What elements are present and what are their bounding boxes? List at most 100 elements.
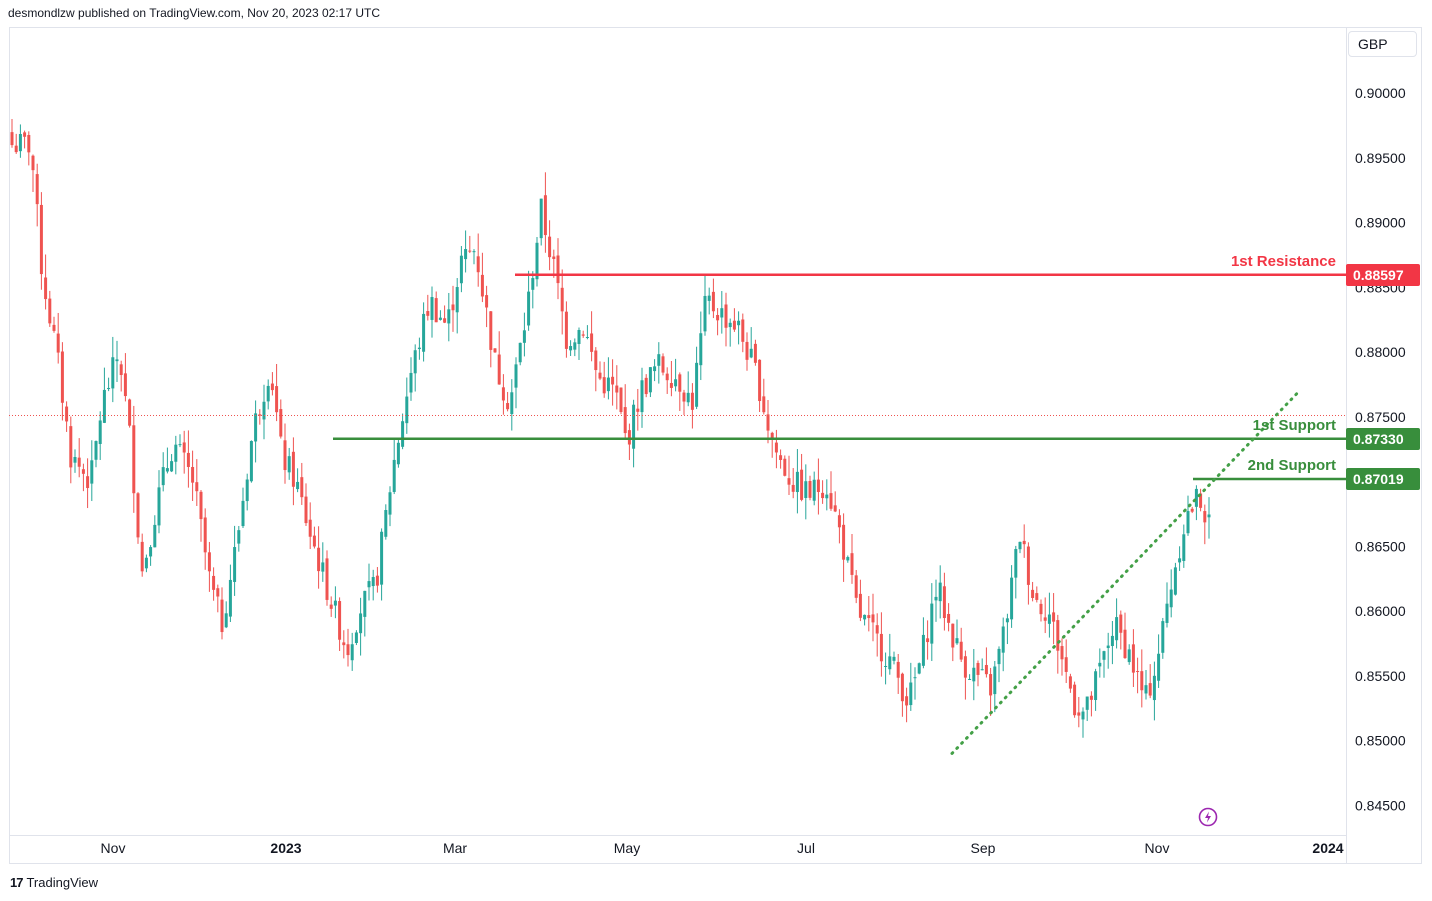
candle-body <box>1018 541 1022 550</box>
candle-body <box>1094 671 1098 701</box>
candle-body <box>283 440 287 471</box>
candle-body <box>489 311 493 350</box>
candle-body <box>896 661 900 678</box>
candle-body <box>237 530 241 544</box>
candle-body <box>594 350 598 371</box>
support1-price-label: 0.87330 <box>1346 427 1420 450</box>
candle-body <box>98 420 102 444</box>
candle-body <box>195 482 199 492</box>
candle-body <box>602 377 606 394</box>
tradingview-logo-icon: 17 <box>10 875 24 890</box>
candle-body <box>850 553 854 575</box>
candle-body <box>207 552 211 572</box>
candle-body <box>371 577 375 587</box>
trendline[interactable] <box>950 391 1299 755</box>
candle-body <box>107 387 111 390</box>
candle-body <box>808 480 812 498</box>
candle-body <box>77 457 81 467</box>
candle-body <box>35 174 39 205</box>
candle-body <box>791 484 795 492</box>
candle-body <box>564 311 568 349</box>
candle-body <box>1005 618 1009 623</box>
currency-button[interactable]: GBP <box>1348 31 1417 57</box>
candle-body <box>476 256 480 273</box>
candle-body <box>661 356 665 373</box>
candle-body <box>653 366 657 372</box>
candle-body <box>287 456 291 473</box>
candle-body <box>921 634 925 666</box>
candle-body <box>615 385 619 393</box>
time-tick: Sep <box>971 840 996 856</box>
candle-body <box>401 421 405 447</box>
candle-body <box>153 524 157 548</box>
candle-body <box>86 476 90 489</box>
candle-body <box>984 664 988 675</box>
candle-body <box>405 396 409 424</box>
candle-body <box>241 500 245 527</box>
candles-layer <box>10 119 1211 738</box>
flash-icon[interactable] <box>1198 807 1218 827</box>
candle-body <box>976 662 980 675</box>
candle-body <box>426 311 430 316</box>
candle-body <box>980 669 984 671</box>
candle-body <box>447 309 451 324</box>
candle-body <box>174 444 178 462</box>
candle-body <box>888 656 892 670</box>
candle-body <box>1064 657 1068 672</box>
candle-body <box>312 535 316 547</box>
candle-body <box>1173 567 1177 595</box>
candle-body <box>938 582 942 602</box>
support1-annotation: 1st Support <box>1252 416 1336 434</box>
candle-body <box>518 342 522 363</box>
candle-body <box>485 295 489 308</box>
candle-body <box>1047 614 1051 624</box>
footer-brand: TradingView <box>26 875 99 890</box>
candle-body <box>165 468 169 472</box>
candle-body <box>296 481 300 490</box>
candle-body <box>212 575 216 590</box>
candle-body <box>342 642 346 646</box>
candle-body <box>14 145 18 153</box>
candle-body <box>732 320 736 330</box>
candle-body <box>1068 676 1072 689</box>
candle-body <box>18 134 22 152</box>
candle-body <box>90 460 94 484</box>
candle-body <box>682 392 686 402</box>
candle-body <box>926 638 930 643</box>
footer[interactable]: 17 TradingView <box>10 875 98 890</box>
candle-body <box>73 456 77 463</box>
candle-body <box>695 362 699 407</box>
candle-body <box>787 478 791 485</box>
candle-body <box>39 204 43 275</box>
candle-body <box>1127 649 1131 663</box>
candle-body <box>1182 534 1186 561</box>
candle-body <box>472 251 476 253</box>
candle-body <box>804 481 808 499</box>
candle-body <box>879 633 883 662</box>
candle-body <box>724 304 728 328</box>
candle-body <box>707 295 711 301</box>
candle-body <box>157 487 161 526</box>
candle-body <box>300 477 304 498</box>
candle-body <box>753 343 757 363</box>
candle-body <box>497 354 501 385</box>
candle-body <box>842 524 846 560</box>
candle-body <box>451 304 455 311</box>
candle-body <box>930 603 934 644</box>
candle-body <box>1140 671 1144 691</box>
candle-body <box>854 575 858 598</box>
candle-body <box>388 492 392 515</box>
candle-body <box>1026 546 1030 585</box>
candle-body <box>149 547 153 557</box>
candle-body <box>224 613 228 628</box>
candle-body <box>123 373 127 397</box>
candle-body <box>909 682 913 706</box>
candle-body <box>913 677 917 679</box>
candle-body <box>346 644 350 656</box>
candle-body <box>392 459 396 492</box>
candle-body <box>829 493 833 509</box>
candle-body <box>380 531 384 585</box>
candle-body <box>279 409 283 437</box>
candle-body <box>539 198 543 239</box>
